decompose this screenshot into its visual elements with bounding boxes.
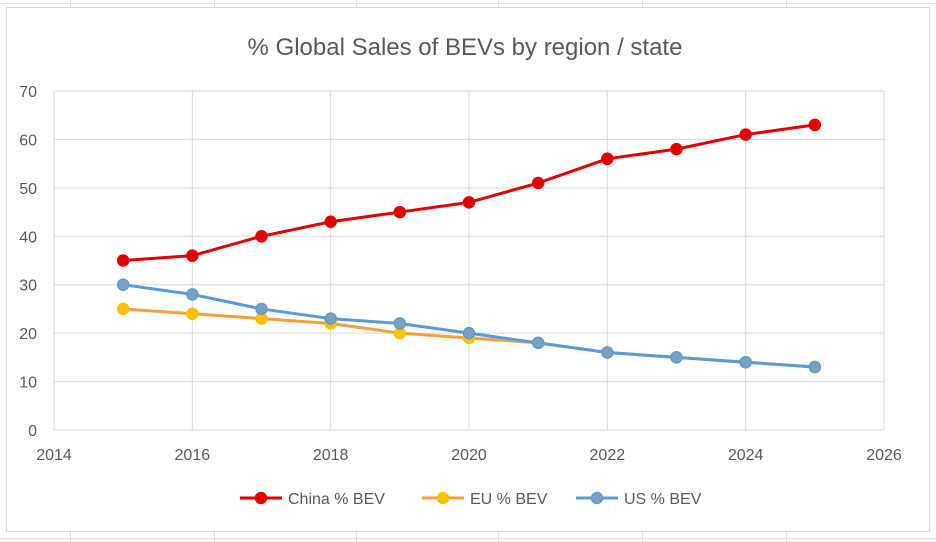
chart-area[interactable] [6, 7, 930, 532]
series-china[interactable] [116, 118, 822, 267]
data-point-china[interactable] [186, 249, 199, 262]
chart-title: % Global Sales of BEVs by region / state [248, 34, 683, 61]
data-point-china[interactable] [255, 230, 268, 243]
data-point-china[interactable] [531, 176, 545, 190]
data-point-china[interactable] [670, 142, 683, 156]
legend-item-eu[interactable]: EU % BEV [422, 491, 548, 508]
data-point-china[interactable] [393, 205, 407, 219]
data-point-china[interactable] [462, 196, 476, 209]
y-tick-label: 10 [19, 375, 37, 392]
data-point-china[interactable] [808, 118, 822, 132]
legend-swatch-marker [436, 491, 450, 505]
y-tick-label: 0 [28, 423, 37, 440]
data-point-us[interactable] [670, 351, 683, 364]
y-tick-label: 60 [19, 132, 37, 149]
data-point-us[interactable] [808, 360, 822, 374]
x-tick-label: 2020 [451, 447, 487, 464]
data-point-us[interactable] [393, 317, 407, 330]
y-tick-label: 20 [19, 326, 37, 343]
gridlines [53, 90, 885, 431]
axes: 0 10 20 30 40 50 60 70 2014 2016 2018 2020 2022 2024 2… [19, 84, 902, 464]
data-point-eu[interactable] [186, 307, 199, 321]
x-tick-label: 2026 [866, 447, 902, 464]
legend-label: US % BEV [624, 491, 702, 508]
data-point-us[interactable] [601, 346, 614, 359]
legend-swatch-marker [254, 491, 268, 505]
legend-swatch-marker [590, 491, 604, 505]
legend-label: EU % BEV [470, 491, 548, 508]
x-tick-label: 2014 [36, 447, 72, 464]
data-point-china[interactable] [739, 128, 752, 141]
x-tick-label: 2022 [590, 447, 626, 464]
y-tick-label: 40 [19, 229, 37, 246]
legend-item-china[interactable]: China % BEV [240, 491, 385, 508]
data-point-us[interactable] [739, 355, 752, 369]
data-point-china[interactable] [601, 152, 614, 166]
x-tick-label: 2018 [313, 447, 349, 464]
series-us[interactable] [116, 278, 822, 374]
legend-item-us[interactable]: US % BEV [576, 491, 702, 508]
data-point-us[interactable] [255, 302, 268, 316]
y-tick-label: 70 [19, 84, 37, 101]
y-tick-label: 50 [19, 181, 37, 198]
legend-label: China % BEV [288, 491, 385, 508]
y-tick-label: 30 [19, 278, 37, 295]
data-point-china[interactable] [116, 254, 130, 267]
data-point-us[interactable] [531, 336, 545, 350]
data-point-us[interactable] [324, 312, 337, 325]
data-point-china[interactable] [324, 215, 337, 229]
x-tick-label: 2016 [175, 447, 211, 464]
x-tick-label: 2024 [728, 447, 764, 464]
series-layer [116, 118, 822, 374]
data-point-us[interactable] [116, 278, 130, 291]
data-point-us[interactable] [462, 326, 476, 340]
data-point-us[interactable] [186, 288, 199, 301]
data-point-eu[interactable] [116, 302, 130, 316]
legend: China % BEV EU % BEV US % BEV [240, 491, 702, 508]
